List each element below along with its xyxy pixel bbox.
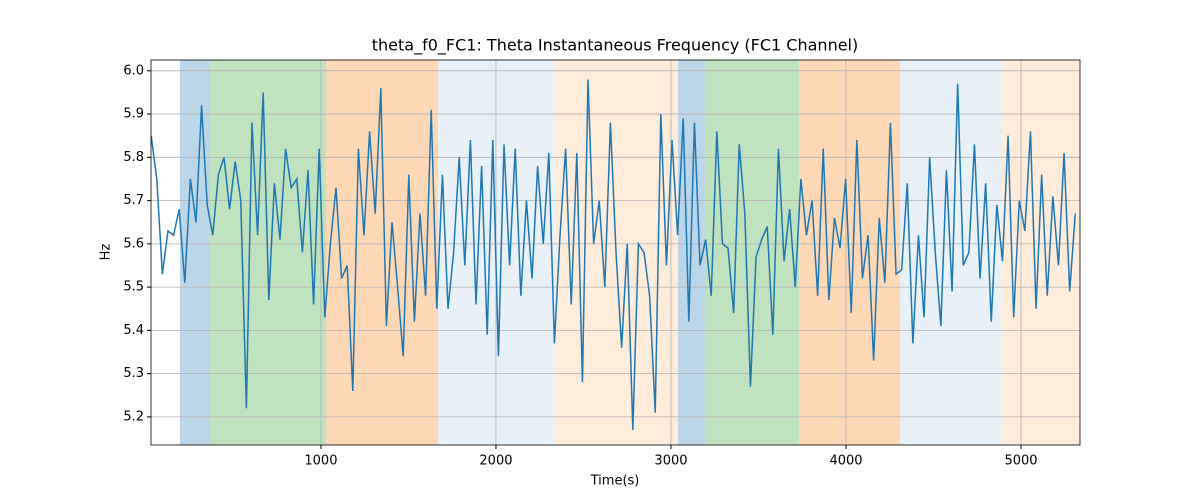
y-tick-label: 5.6 (123, 236, 144, 251)
x-tick-label: 1000 (304, 454, 337, 469)
y-tick-label: 5.4 (123, 323, 144, 338)
y-tick-label: 5.5 (123, 280, 144, 295)
shaded-region (438, 60, 556, 445)
y-tick-label: 5.9 (123, 107, 144, 122)
x-axis-label: Time(s) (590, 474, 640, 489)
x-tick-label: 3000 (654, 454, 687, 469)
data-line (151, 79, 1077, 430)
y-tick-label: 5.2 (123, 409, 144, 424)
y-tick-label: 5.3 (123, 366, 144, 381)
shaded-region (1001, 60, 1080, 445)
shaded-region (900, 60, 1002, 445)
shaded-region (798, 60, 901, 445)
x-tick-label: 4000 (829, 454, 862, 469)
y-axis-label: Hz (99, 244, 114, 261)
shaded-region (179, 60, 210, 445)
x-tick-label: 2000 (479, 454, 512, 469)
shaded-region (555, 60, 678, 445)
plot-frame (150, 59, 1081, 446)
x-tick-label: 5000 (1004, 454, 1037, 469)
y-tick-label: 5.7 (123, 193, 144, 208)
y-tick-label: 6.0 (123, 63, 144, 78)
y-tick-label: 5.8 (123, 150, 144, 165)
chart-title: theta_f0_FC1: Theta Instantaneous Freque… (372, 36, 858, 56)
